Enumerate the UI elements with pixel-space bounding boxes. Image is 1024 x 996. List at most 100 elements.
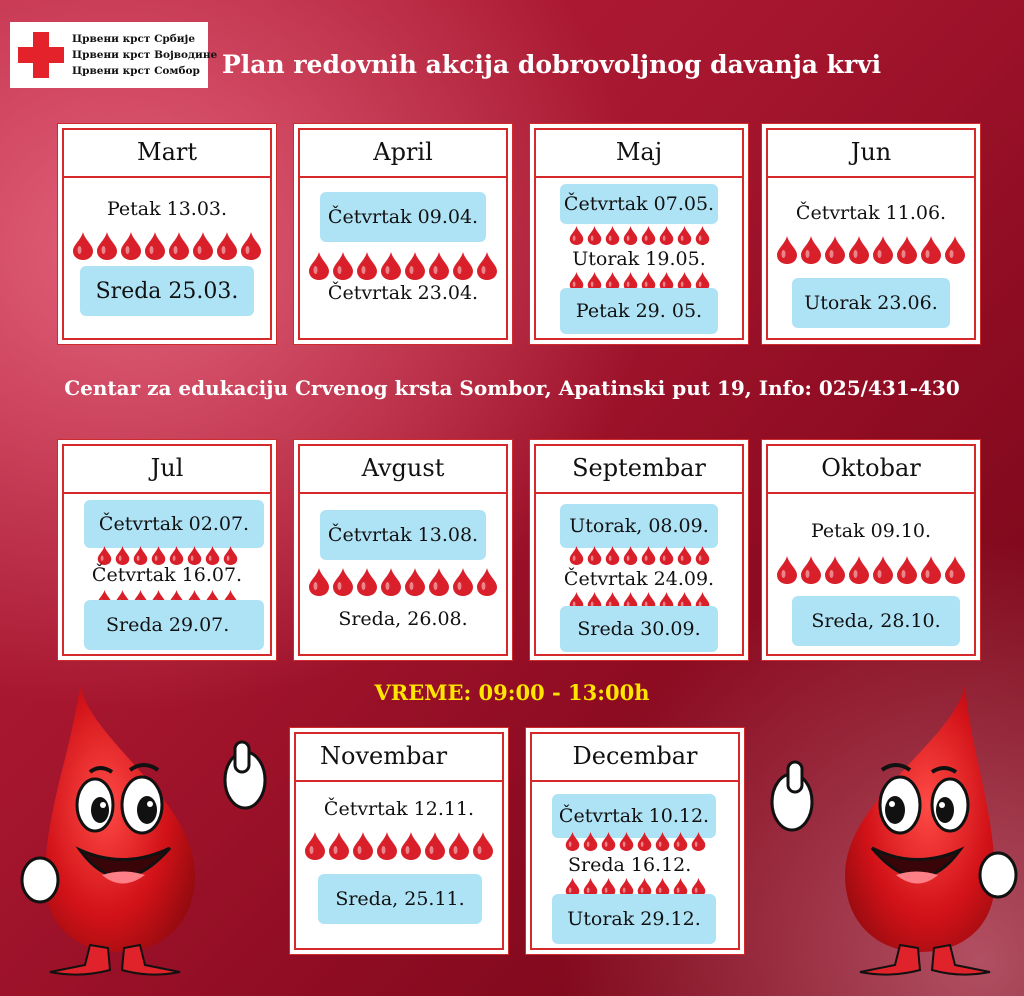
blood-drop-icon — [381, 252, 401, 280]
blood-drop-icon — [587, 272, 601, 291]
blood-drops — [300, 252, 506, 280]
blood-drop-icon — [357, 252, 377, 280]
blood-drop-icon — [637, 832, 651, 851]
blood-drops — [296, 832, 502, 860]
blood-drop-icon — [333, 568, 353, 596]
blood-drop-icon — [425, 832, 445, 860]
blood-drop-icon — [145, 232, 165, 260]
blood-drops — [532, 878, 738, 897]
date-highlight: Utorak 23.06. — [792, 278, 950, 328]
red-cross-icon — [18, 32, 64, 78]
blood-drop-icon — [169, 546, 183, 565]
blood-drops — [300, 568, 506, 596]
blood-drop-icon — [691, 878, 705, 897]
month-card-mart: Mart Petak 13.03. Sreda 25.03. — [58, 124, 276, 344]
blood-drop-icon — [121, 232, 141, 260]
date-text: Sreda, 26.08. — [338, 608, 468, 630]
blood-drop-icon — [777, 556, 797, 584]
month-title: Septembar — [534, 444, 744, 494]
time-banner: VREME: 09:00 - 13:00h — [374, 680, 650, 705]
date-text: Petak 13.03. — [106, 198, 228, 220]
blood-drop-icon — [695, 226, 709, 245]
blood-drop-icon — [429, 252, 449, 280]
blood-drops — [532, 832, 738, 851]
month-card-jun: Jun Četvrtak 11.06. Utorak 23.06. — [762, 124, 980, 344]
blood-drop-icon — [641, 546, 655, 565]
blood-drop-icon — [187, 546, 201, 565]
blood-drop-icon — [849, 236, 869, 264]
blood-drop-icon — [605, 272, 619, 291]
month-card-jul: Jul Četvrtak 02.07. Četvrtak 16.07. Sred… — [58, 440, 276, 660]
date-highlight: Četvrtak 13.08. — [320, 510, 486, 560]
date-highlight: Utorak, 08.09. — [560, 504, 718, 548]
blood-drop-mascot-left — [20, 685, 267, 976]
blood-drop-icon — [329, 832, 349, 860]
blood-drop-icon — [673, 878, 687, 897]
month-title: April — [298, 128, 508, 178]
blood-drop-icon — [623, 546, 637, 565]
logo-line-serbia: Црвени крст Србије — [72, 33, 196, 45]
blood-drop-icon — [309, 568, 329, 596]
date-highlight: Sreda, 28.10. — [792, 596, 960, 646]
date-highlight: Utorak 29.12. — [552, 894, 716, 944]
blood-drop-icon — [801, 236, 821, 264]
blood-drops — [768, 236, 974, 264]
blood-drop-icon — [677, 272, 691, 291]
date-text: Utorak 19.05. — [572, 248, 706, 270]
blood-drop-icon — [473, 832, 493, 860]
blood-drop-icon — [565, 832, 579, 851]
date-highlight: Sreda 30.09. — [560, 606, 718, 652]
blood-drops — [64, 232, 270, 260]
blood-drop-icon — [897, 236, 917, 264]
date-text: Četvrtak 24.09. — [563, 568, 715, 590]
blood-drops — [536, 226, 742, 245]
date-text: Sreda 16.12. — [568, 854, 692, 876]
blood-drop-icon — [641, 272, 655, 291]
date-highlight: Četvrtak 07.05. — [560, 184, 718, 224]
blood-drop-icon — [695, 272, 709, 291]
date-highlight: Petak 29. 05. — [560, 288, 718, 334]
date-highlight: Sreda 29.07. — [84, 600, 264, 650]
blood-drop-icon — [151, 546, 165, 565]
blood-drop-icon — [381, 568, 401, 596]
date-highlight: Četvrtak 09.04. — [320, 192, 486, 242]
date-text: Četvrtak 23.04. — [327, 282, 479, 304]
month-title: Jul — [62, 444, 272, 494]
blood-drop-icon — [601, 878, 615, 897]
page-title: Plan redovnih akcija dobrovoljnog davanj… — [222, 50, 882, 79]
blood-drop-icon — [453, 252, 473, 280]
blood-drops — [64, 546, 270, 565]
date-highlight: Sreda, 25.11. — [318, 874, 482, 924]
center-info: Centar za edukaciju Crvenog krsta Sombor… — [64, 376, 960, 400]
date-highlight: Četvrtak 10.12. — [552, 794, 716, 838]
blood-drop-icon — [637, 878, 651, 897]
blood-drop-icon — [569, 546, 583, 565]
date-text: Četvrtak 16.07. — [91, 564, 243, 586]
month-card-decembar: Decembar Četvrtak 10.12. Sreda 16.12. Ut… — [526, 728, 744, 954]
blood-drop-icon — [897, 556, 917, 584]
blood-drop-icon — [205, 546, 219, 565]
blood-drop-icon — [673, 832, 687, 851]
blood-drop-icon — [873, 556, 893, 584]
month-card-april: April Četvrtak 09.04. Četvrtak 23.04. — [294, 124, 512, 344]
blood-drop-icon — [695, 546, 709, 565]
blood-drop-icon — [587, 546, 601, 565]
month-card-septembar: Septembar Utorak, 08.09. Četvrtak 24.09.… — [530, 440, 748, 660]
blood-drop-icon — [405, 568, 425, 596]
logo-line-sombor: Црвени крст Сомбор — [72, 65, 200, 77]
blood-drop-icon — [357, 568, 377, 596]
blood-drop-icon — [217, 232, 237, 260]
blood-drop-icon — [619, 878, 633, 897]
blood-drop-icon — [583, 832, 597, 851]
blood-drop-icon — [655, 832, 669, 851]
blood-drop-icon — [945, 236, 965, 264]
blood-drop-icon — [777, 236, 797, 264]
blood-drop-icon — [309, 252, 329, 280]
blood-drop-icon — [115, 546, 129, 565]
blood-drop-icon — [605, 226, 619, 245]
blood-drops — [536, 546, 742, 565]
blood-drop-icon — [223, 546, 237, 565]
month-title: Decembar — [530, 732, 740, 782]
logo-line-vojvodina: Црвени крст Војводине — [72, 49, 218, 61]
blood-drop-icon — [801, 556, 821, 584]
